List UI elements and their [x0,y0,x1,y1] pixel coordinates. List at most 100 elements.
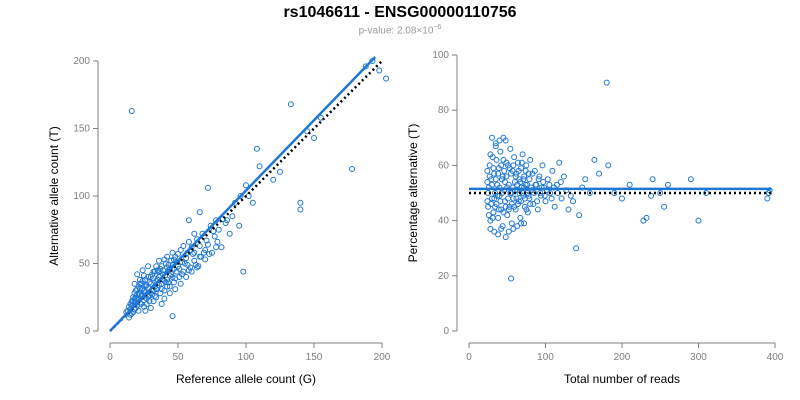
left-data-point [147,274,154,280]
right-data-point [511,154,518,161]
right-y-tick-label: 100 [432,50,449,61]
right-data-point [657,190,664,196]
right-x-tick-label: 400 [767,352,784,363]
right-data-point [764,195,771,202]
right-data-point [520,176,527,183]
left-data-point [196,209,203,216]
right-data-point [596,170,603,177]
left-data-point [158,301,165,307]
right-data-point [485,212,492,219]
right-data-point [640,217,647,224]
right-data-point [515,167,522,174]
right-data-point [542,198,549,205]
left-data-point [128,107,135,114]
left-data-point [184,261,191,268]
left-y-tick-label: 0 [84,326,90,337]
left-y-axis-title: Alternative allele count (T) [47,126,61,265]
left-data-point [141,272,147,279]
right-data-point [506,165,513,172]
left-data-point [160,267,167,274]
left-data-point [126,314,133,321]
left-data-point [169,249,176,256]
right-data-point [507,190,514,196]
right-data-point [540,178,547,185]
right-data-point [501,178,508,185]
left-data-point [177,247,184,253]
right-data-point [492,140,499,147]
left-data-point [223,217,230,224]
left-data-point [185,238,192,245]
right-data-point [521,220,528,227]
right-data-point [664,181,671,188]
left-data-point [191,230,198,237]
right-data-point [549,167,556,174]
right-data-point [484,178,491,185]
right-data-point [484,167,491,174]
left-data-point [135,290,142,297]
left-data-point [297,199,304,206]
left-data-point [237,193,244,199]
right-data-point [510,162,517,169]
left-data-point [183,274,190,280]
left-data-point [166,290,173,297]
left-data-point [200,249,207,256]
left-data-point [176,274,183,280]
left-data-point [180,242,187,249]
left-data-point [194,264,201,271]
left-fit-line [109,56,377,332]
left-data-point [161,295,168,302]
left-data-point [287,101,294,108]
right-data-point [695,217,702,224]
left-data-point [150,298,157,305]
right-data-point [491,228,498,235]
left-data-point [166,265,173,272]
right-data-point [556,159,563,166]
left-data-point [157,290,164,297]
right-data-point [529,170,536,177]
right-data-point [496,137,503,144]
left-data-point [155,257,162,264]
left-data-point [141,287,147,294]
left-data-point [166,283,173,290]
right-data-point [508,170,515,177]
right-data-point [503,159,510,166]
right-data-point [560,173,567,180]
right-data-point [514,223,521,230]
left-data-point [376,67,383,74]
left-data-point [158,286,165,293]
right-data-point [643,214,650,221]
left-data-point [189,251,196,258]
left-data-point [226,230,233,237]
left-data-point [236,222,243,229]
right-y-tick-label: 80 [438,105,450,116]
right-data-point [531,190,538,196]
right-data-point [535,176,542,183]
left-data-point [165,261,172,268]
left-data-point [219,215,226,222]
left-x-axis-title: Reference allele count (G) [176,372,316,386]
right-data-point [502,234,509,241]
left-data-point [183,255,190,262]
left-data-point [215,226,222,233]
right-data-point [570,198,577,205]
left-data-point [229,213,236,220]
right-data-point [573,245,580,252]
left-data-point [145,263,152,270]
right-data-point [765,190,772,196]
right-data-point [558,195,565,202]
left-data-point [177,280,184,287]
right-x-tick-label: 0 [466,352,472,363]
right-data-point [603,79,610,86]
left-data-point [297,206,304,213]
right-data-point [548,195,555,202]
right-data-point [551,203,558,210]
left-data-point [134,271,141,278]
left-data-point [162,279,169,286]
right-data-point [487,225,494,232]
left-data-point [142,283,149,290]
right-data-point [516,176,523,183]
right-data-point [489,214,496,221]
right-data-point [649,176,656,183]
right-data-point [500,209,507,216]
